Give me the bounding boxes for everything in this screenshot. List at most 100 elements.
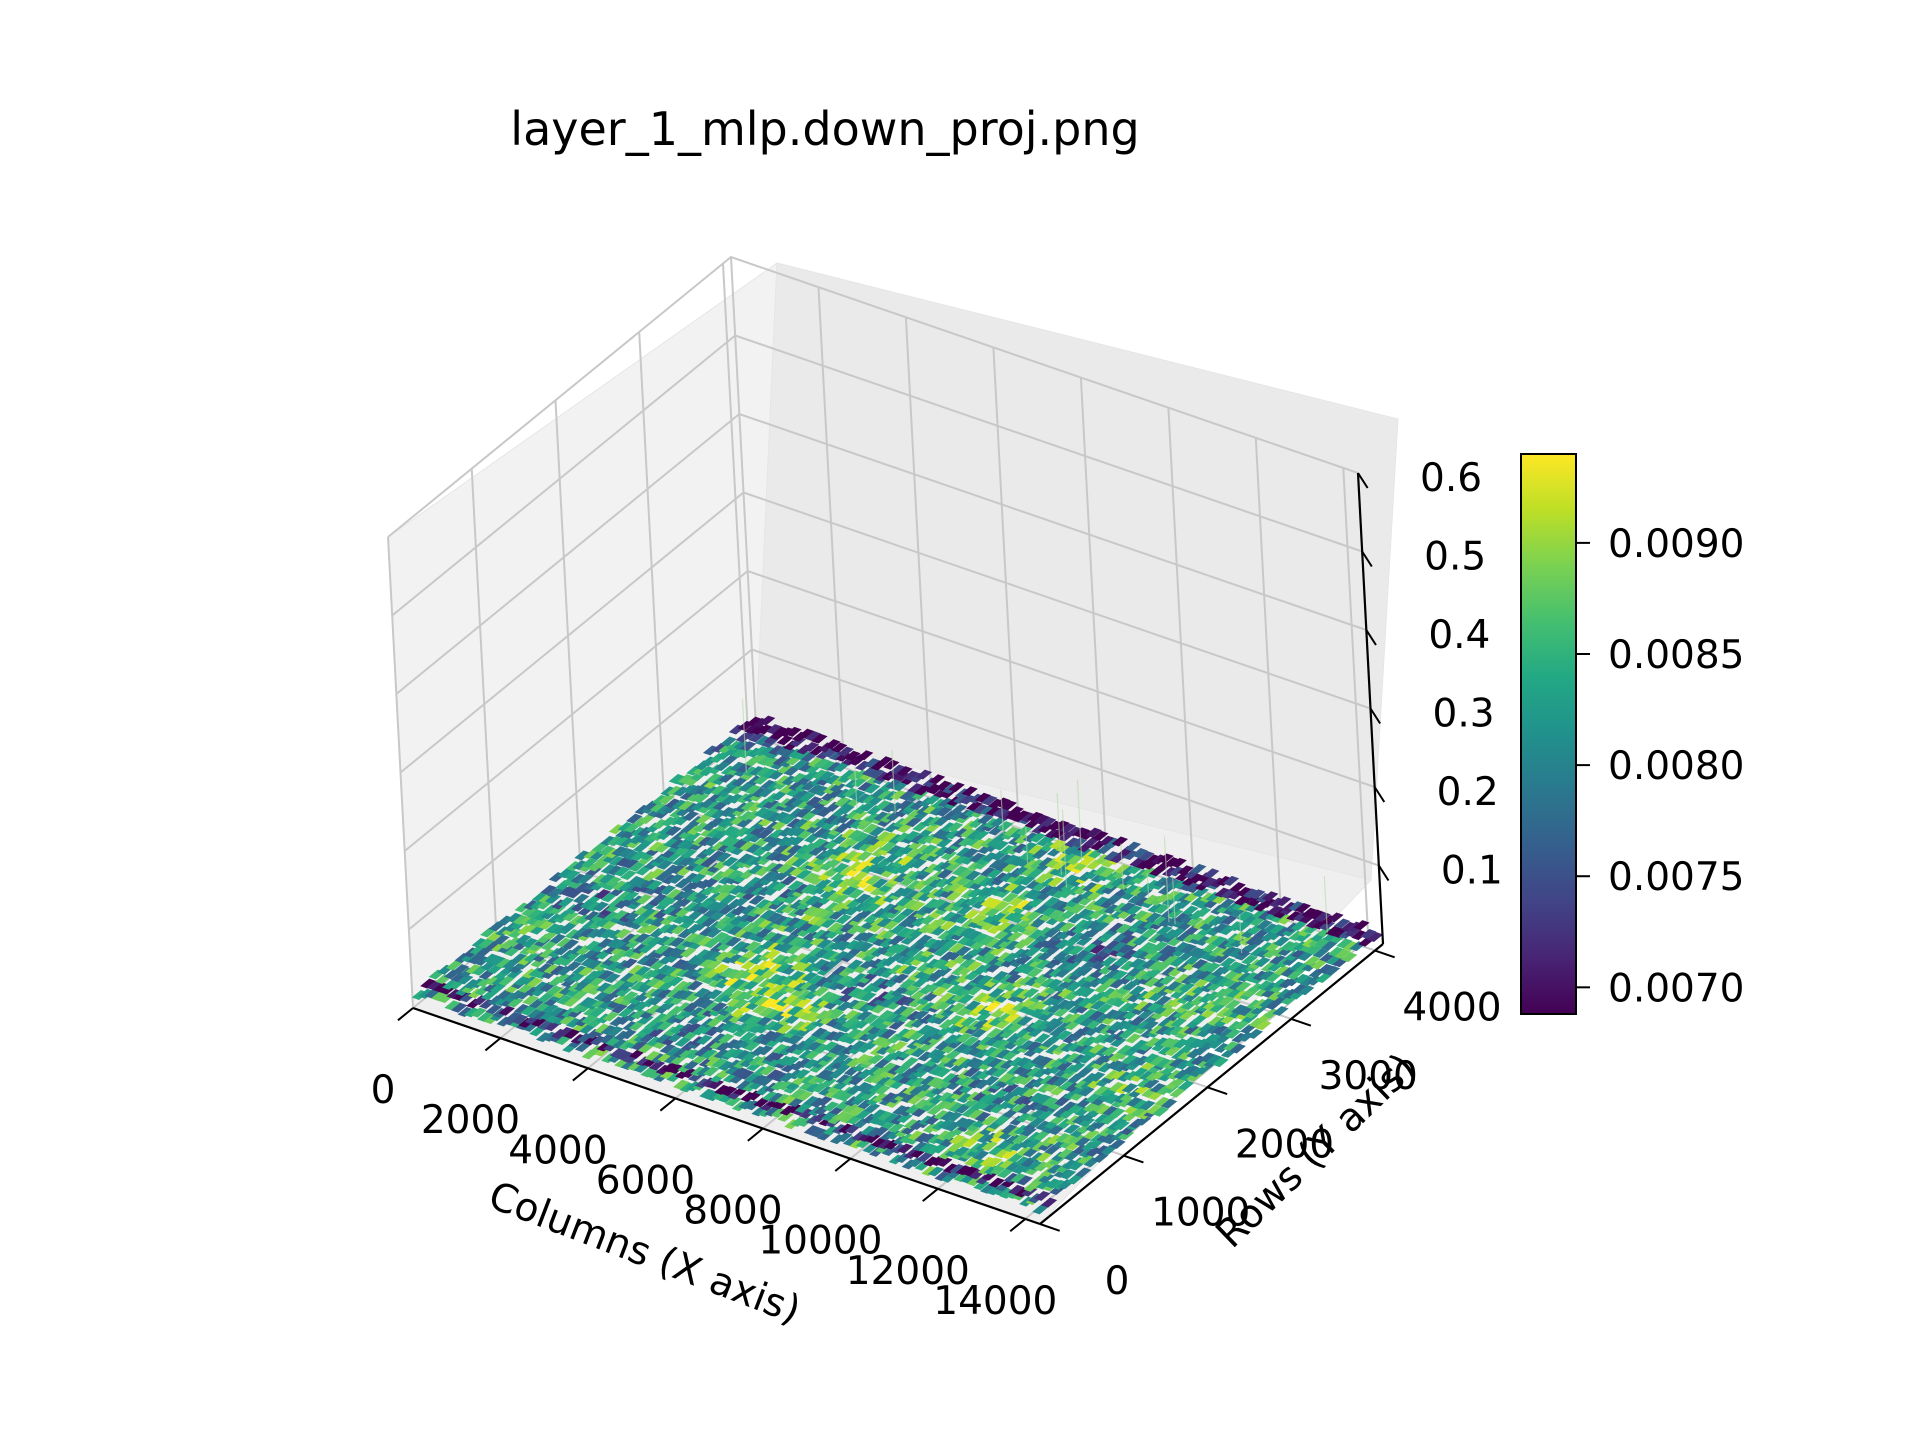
surface-cell xyxy=(1063,961,1080,972)
surface-cell xyxy=(910,858,927,869)
surface-spike xyxy=(1120,843,1124,889)
surface-cell xyxy=(611,1003,628,1014)
y-axis-line xyxy=(1039,943,1384,1225)
surface-cell xyxy=(896,1112,913,1123)
surface-spike xyxy=(891,750,896,814)
surface-spike xyxy=(1146,873,1150,899)
surface-cell xyxy=(811,1027,828,1038)
surface-cell xyxy=(986,1157,1003,1168)
surface-cell xyxy=(1224,999,1241,1010)
surface-cell xyxy=(1008,1184,1025,1195)
surface-cell xyxy=(1255,1020,1272,1031)
surface-cell xyxy=(1229,882,1246,893)
surface-cell xyxy=(1192,887,1210,898)
surface-cell xyxy=(810,838,828,849)
surface-cell xyxy=(888,993,905,1003)
surface-cell xyxy=(693,987,710,998)
x-tick xyxy=(922,1188,939,1202)
surface-cell xyxy=(856,850,873,861)
surface-cell xyxy=(717,1033,735,1044)
y-tick xyxy=(1207,1086,1228,1096)
surface-cell xyxy=(1353,920,1370,931)
surface-cell xyxy=(507,997,524,1008)
surface-cell xyxy=(1142,1020,1159,1031)
surface-cell xyxy=(705,928,722,938)
surface-cell xyxy=(758,715,776,726)
x-tick-label: 6000 xyxy=(596,1158,695,1203)
surface-cell xyxy=(515,934,532,945)
surface-cell xyxy=(1139,1100,1156,1111)
surface-cell xyxy=(581,857,598,868)
surface-cell xyxy=(546,985,563,996)
surface-cell xyxy=(852,871,869,882)
surface-cell xyxy=(720,894,737,905)
surface-cell xyxy=(511,1014,529,1025)
surface-cell xyxy=(946,1111,963,1122)
surface-cell xyxy=(939,920,956,931)
surface-cell xyxy=(991,1067,1008,1078)
surface-cell xyxy=(794,807,812,818)
surface-cell xyxy=(1155,995,1172,1006)
surface-cell xyxy=(855,1082,872,1093)
surface-cell xyxy=(703,1066,720,1077)
surface-cell xyxy=(915,934,933,945)
surface-cell xyxy=(667,873,685,884)
surface-cell xyxy=(1145,912,1162,923)
surface-cell xyxy=(712,931,729,942)
surface-cell xyxy=(1069,1062,1086,1073)
surface-cell xyxy=(856,1010,873,1021)
surface-spike xyxy=(1323,875,1328,933)
surface-cell xyxy=(832,863,849,874)
surface-cell xyxy=(1119,902,1136,913)
surface-cell xyxy=(622,858,639,869)
surface-cell xyxy=(470,1007,487,1018)
surface-cell xyxy=(963,909,980,920)
surface-cell xyxy=(1088,1071,1106,1082)
x-tick-label: 0 xyxy=(371,1068,396,1113)
surface-cell xyxy=(1005,973,1022,984)
surface-cell xyxy=(1022,987,1040,998)
z-tick xyxy=(1369,707,1381,725)
surface-cell xyxy=(1115,923,1132,934)
surface-cell xyxy=(899,978,916,989)
surface-cell xyxy=(804,731,822,742)
surface-cell xyxy=(1170,857,1187,868)
surface-cell xyxy=(1211,1024,1229,1035)
surface-cell xyxy=(856,750,874,761)
surface-cell xyxy=(1128,985,1146,996)
surface-cell xyxy=(673,1079,690,1090)
z-tick-label: 0.4 xyxy=(1428,613,1490,658)
surface-cell xyxy=(824,739,841,750)
surface-cell xyxy=(656,859,674,870)
surface-cell xyxy=(715,852,732,863)
surface-cell xyxy=(936,868,954,879)
surface-cell xyxy=(1156,925,1173,936)
surface-cell xyxy=(1001,1149,1018,1160)
surface-cell xyxy=(825,958,842,969)
surface-cell xyxy=(896,766,913,777)
surface-cell xyxy=(837,932,855,943)
surface-cell xyxy=(1298,985,1315,996)
surface-cell xyxy=(1017,1075,1034,1086)
surface-cell xyxy=(1152,1106,1169,1117)
surface-cell xyxy=(748,732,765,743)
surface-cell xyxy=(994,797,1011,808)
x-axis-line xyxy=(412,1006,1041,1226)
surface-cell xyxy=(1006,931,1024,942)
surface-cell xyxy=(705,959,723,970)
surface-cell xyxy=(959,927,976,938)
surface-spike xyxy=(1076,779,1083,862)
colorbar-tick-label: 0.0085 xyxy=(1608,633,1744,678)
surface-cell xyxy=(1290,920,1307,931)
surface-cell xyxy=(1249,889,1266,900)
surface-cell xyxy=(589,1007,606,1018)
surface-cell xyxy=(759,909,776,920)
surface-cell xyxy=(679,947,697,958)
surface-cell xyxy=(1043,896,1060,907)
surface-cell xyxy=(927,1166,945,1177)
surface-cell xyxy=(1160,1098,1178,1109)
surface-cell xyxy=(648,868,665,879)
surface-cell xyxy=(604,973,621,984)
surface-cell xyxy=(1083,1129,1100,1140)
z-tick-label: 0.3 xyxy=(1433,692,1495,737)
